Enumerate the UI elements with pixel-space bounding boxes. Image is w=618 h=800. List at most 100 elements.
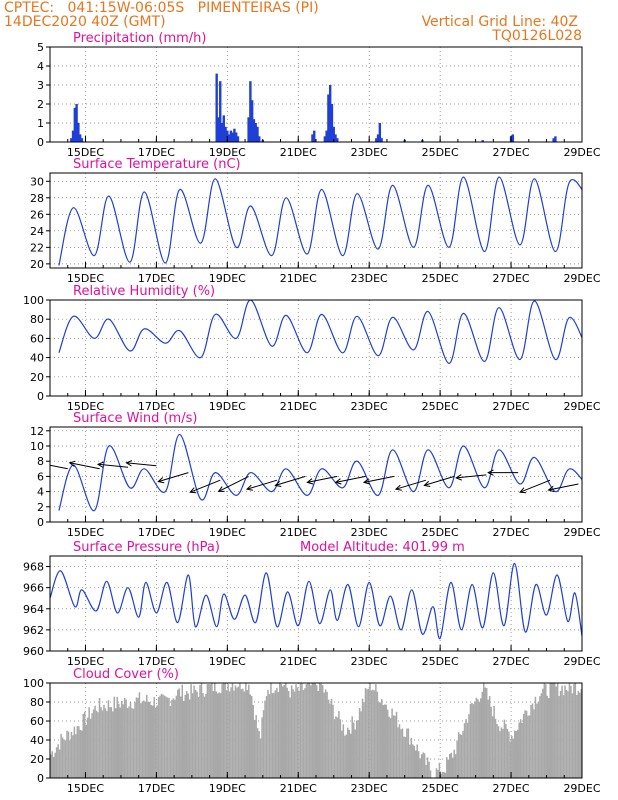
cloud-bar xyxy=(178,688,181,778)
cloud-bar xyxy=(258,731,260,778)
cloud-bar xyxy=(419,758,421,778)
y-tick-label: 80 xyxy=(30,696,44,709)
cloud-bar xyxy=(78,726,80,778)
cloud-bar xyxy=(313,683,315,778)
y-tick-label: 962 xyxy=(23,624,44,637)
x-tick-label: 17DEC xyxy=(138,655,175,668)
cloud-bar xyxy=(317,690,319,778)
cloud-bar xyxy=(243,691,246,778)
cloud-bar xyxy=(398,724,401,778)
humidity-line xyxy=(58,300,582,365)
precip-bar xyxy=(380,138,383,142)
cloud-bar xyxy=(500,727,503,778)
precip-bar xyxy=(481,140,484,142)
cloud-bar xyxy=(349,733,352,778)
cloud-bar xyxy=(524,710,526,778)
x-tick-label: 29DEC xyxy=(563,400,600,413)
cloud-bar xyxy=(351,716,353,778)
precip-bar xyxy=(554,136,557,142)
cloud-bar xyxy=(70,731,73,778)
wind-vector-head xyxy=(157,477,165,484)
panel-title: Cloud Cover (%) xyxy=(73,667,179,682)
cloud-bar xyxy=(264,700,266,778)
cloud-bar xyxy=(503,719,506,778)
precip-bar xyxy=(311,134,314,142)
cloud-bar xyxy=(401,728,404,778)
cloud-bar xyxy=(295,684,297,778)
cloud-bar xyxy=(425,764,427,778)
cloud-bar xyxy=(564,685,566,778)
cloud-bar xyxy=(298,690,300,778)
cloud-bar xyxy=(344,735,346,778)
cloud-bar xyxy=(528,715,531,778)
precip-bar xyxy=(334,134,337,142)
panel-title: Precipitation (mm/h) xyxy=(73,31,206,46)
cloud-bar xyxy=(270,683,272,778)
cloud-bar xyxy=(354,729,356,778)
cloud-bar xyxy=(364,687,367,778)
x-tick-label: 23DEC xyxy=(351,400,388,413)
cloud-bar xyxy=(196,691,198,778)
cloud-bar xyxy=(363,702,365,778)
cloud-bar xyxy=(497,726,500,778)
y-tick-label: 20 xyxy=(30,371,44,384)
x-tick-label: 19DEC xyxy=(209,782,246,795)
cloud-bar xyxy=(98,698,101,778)
precip-bar xyxy=(330,104,334,142)
x-tick-label: 21DEC xyxy=(280,782,317,795)
cloud-bar xyxy=(536,703,538,778)
precip-bar xyxy=(75,104,78,142)
cloud-bar xyxy=(255,715,257,778)
cloud-bar xyxy=(231,683,234,778)
panel-frame xyxy=(49,172,583,269)
cloud-bar xyxy=(367,688,370,778)
cloud-bar xyxy=(206,684,209,778)
cloud-bar xyxy=(302,690,305,778)
cloud-bar xyxy=(292,689,294,778)
cloud-bar xyxy=(579,692,581,778)
wind-vector-head xyxy=(306,478,314,485)
y-tick-label: 4 xyxy=(37,60,44,73)
cloud-bar xyxy=(160,693,163,778)
cloud-bar xyxy=(283,684,285,778)
cloud-bar xyxy=(370,690,373,778)
y-tick-label: 0 xyxy=(37,772,44,785)
y-tick-label: 1 xyxy=(37,117,44,130)
cloud-bar xyxy=(279,683,281,778)
cloud-bar xyxy=(423,753,426,778)
header-model-code: TQ0126L028 xyxy=(491,28,582,44)
wind-vector xyxy=(548,483,579,491)
cloud-bar xyxy=(236,687,238,778)
cloud-bar xyxy=(188,699,191,778)
cloud-bar xyxy=(193,685,195,778)
plot-area xyxy=(58,176,582,266)
cloud-bar xyxy=(282,686,284,778)
cloud-bar xyxy=(330,699,333,778)
cloud-bar xyxy=(443,771,445,778)
cloud-bar xyxy=(227,684,229,778)
cloud-bar xyxy=(527,715,529,778)
wind-vector-head xyxy=(217,486,225,492)
cloud-bar xyxy=(574,683,577,778)
cloud-bar xyxy=(438,762,441,778)
cloud-bar xyxy=(446,757,448,778)
cloud-bar xyxy=(190,684,192,778)
cloud-bar xyxy=(505,723,507,778)
wind-vector-head xyxy=(423,480,431,487)
cloud-bar xyxy=(327,699,330,778)
cloud-bar xyxy=(76,726,79,778)
temperature-line xyxy=(58,176,582,266)
panel-title: Relative Humidity (%) xyxy=(73,284,215,299)
precip-bar xyxy=(376,134,380,142)
x-tick-label: 27DEC xyxy=(493,272,530,285)
plot-area xyxy=(50,683,582,778)
cloud-bar xyxy=(316,685,318,778)
panel-wind: Surface Wind (m/s) 0 2 4 6 8 10 12 15DEC 17DEC 19D… xyxy=(30,411,601,539)
cloud-bar xyxy=(104,708,107,778)
cloud-bar xyxy=(320,683,322,778)
cloud-bar xyxy=(55,747,58,778)
cloud-bar xyxy=(493,706,495,778)
cloud-bar xyxy=(429,770,432,778)
cloud-bar xyxy=(537,701,540,778)
cloud-bar xyxy=(376,691,379,778)
